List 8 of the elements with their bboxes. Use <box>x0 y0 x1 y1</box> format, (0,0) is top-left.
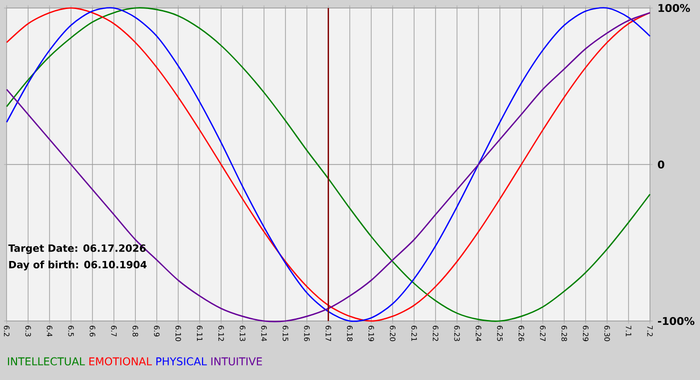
text: INTUITIVE <box>211 357 262 366</box>
y-tick-label: 100% <box>658 4 690 12</box>
y-tick-label: 0 <box>658 160 664 169</box>
annotation: Day of birth: 06.10.1904 <box>9 260 147 270</box>
text: EMOTIONAL <box>89 357 152 366</box>
text: INTELLECTUAL <box>8 357 85 366</box>
y-tick-label: -100% <box>658 316 694 326</box>
text: PHYSICAL <box>156 357 207 366</box>
